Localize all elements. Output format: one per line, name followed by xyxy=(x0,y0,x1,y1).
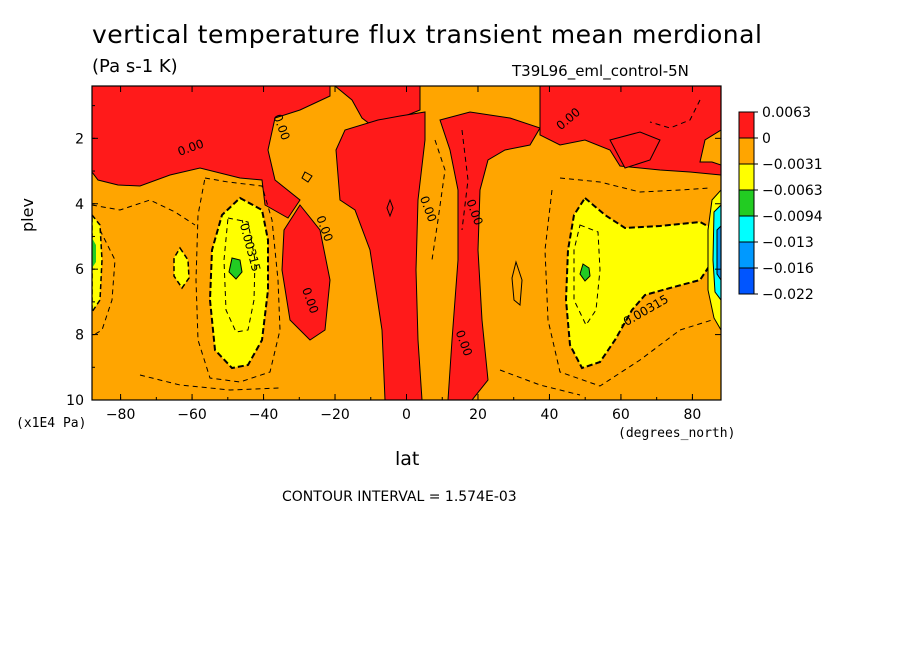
x-axis-units: (degrees_north) xyxy=(618,426,736,441)
red-region-sh-column xyxy=(281,204,331,341)
dashed-contour-left-lower xyxy=(92,229,116,337)
dashed-contour-left-wave xyxy=(92,199,196,226)
colorbar-label: −0.013 xyxy=(762,235,814,251)
colorbar-label: 0 xyxy=(762,131,771,147)
chart-title: vertical temperature flux transient mean… xyxy=(92,20,763,49)
dashed-contour-sh-inner xyxy=(223,217,256,333)
dashed-contour-right-top xyxy=(649,99,701,129)
yellow-region-left-edge xyxy=(92,213,103,314)
x-axis-ticks: −80 −60 −40 −20 0 20 40 60 80 xyxy=(106,86,701,423)
red-region-nh-upper-right xyxy=(609,131,661,169)
colorbar-label: −0.016 xyxy=(762,261,814,277)
contour-fill xyxy=(92,86,721,400)
yellow-region-sh-small xyxy=(173,246,190,290)
y-tick-label: 2 xyxy=(75,131,84,147)
contour-interval: CONTOUR INTERVAL = 1.574E-03 xyxy=(282,489,517,505)
dashed-contour-equatorial xyxy=(431,129,469,261)
dashed-contour-bottom xyxy=(139,374,281,391)
colorbar-label: −0.0094 xyxy=(762,209,823,225)
x-tick-label: 0 xyxy=(402,407,411,423)
dashed-contour-nh-outer xyxy=(544,177,713,387)
colorbar-swatch xyxy=(738,241,755,269)
x-tick-label: 20 xyxy=(469,407,487,423)
x-tick-label: 60 xyxy=(612,407,630,423)
colorbar: 0.0063 0 −0.0031 −0.0063 −0.0094 −0.013 −0.016… xyxy=(738,105,823,303)
red-region-upper-left xyxy=(92,86,331,219)
colorbar-label: 0.0063 xyxy=(762,105,811,121)
green-region-left-edge xyxy=(92,238,96,268)
green-core-sh xyxy=(228,257,243,280)
green-core-nh xyxy=(579,263,591,282)
colorbar-label: −0.0063 xyxy=(762,183,823,199)
blue-region-right-edge xyxy=(716,225,721,281)
colorbar-swatch xyxy=(738,215,755,243)
small-contour-nh xyxy=(511,260,523,307)
dataset-label: T39L96_eml_control-5N xyxy=(512,62,689,80)
colorbar-swatch xyxy=(738,137,755,165)
dashed-contours xyxy=(92,99,713,396)
x-tick-label: −40 xyxy=(249,407,279,423)
x-tick-label: 80 xyxy=(683,407,701,423)
red-region-nh-column xyxy=(439,111,541,400)
red-region-equatorial xyxy=(335,111,426,400)
y-tick-label: 8 xyxy=(75,328,84,344)
colorbar-swatch xyxy=(738,111,755,139)
colorbar-label: −0.0031 xyxy=(762,157,823,173)
x-tick-label: 40 xyxy=(541,407,559,423)
x-tick-label: −60 xyxy=(177,407,207,423)
y-tick-label: 4 xyxy=(75,197,84,213)
y-axis-units: (x1E4 Pa) xyxy=(16,416,87,431)
x-axis-label: lat xyxy=(395,448,420,470)
y-tick-label: 10 xyxy=(66,393,84,409)
x-tick-label: −80 xyxy=(106,407,136,423)
small-contour-center xyxy=(386,198,394,218)
colorbar-label: −0.022 xyxy=(762,287,814,303)
yellow-region-nh xyxy=(564,196,717,370)
yellow-region-sh xyxy=(208,196,269,370)
dashed-contour-sh-outer xyxy=(195,177,281,383)
chart-units: (Pa s-1 K) xyxy=(92,56,178,77)
y-axis-ticks: 2 4 6 8 10 xyxy=(66,105,721,409)
small-contour-upper xyxy=(301,171,313,183)
y-tick-label: 6 xyxy=(75,262,84,278)
red-region-nh-upper xyxy=(539,86,721,176)
colorbar-swatch xyxy=(738,163,755,191)
x-tick-label: −20 xyxy=(320,407,350,423)
colorbar-swatch xyxy=(738,267,755,295)
dashed-contour-nh-inner xyxy=(573,224,601,327)
colorbar-swatch xyxy=(738,189,755,217)
